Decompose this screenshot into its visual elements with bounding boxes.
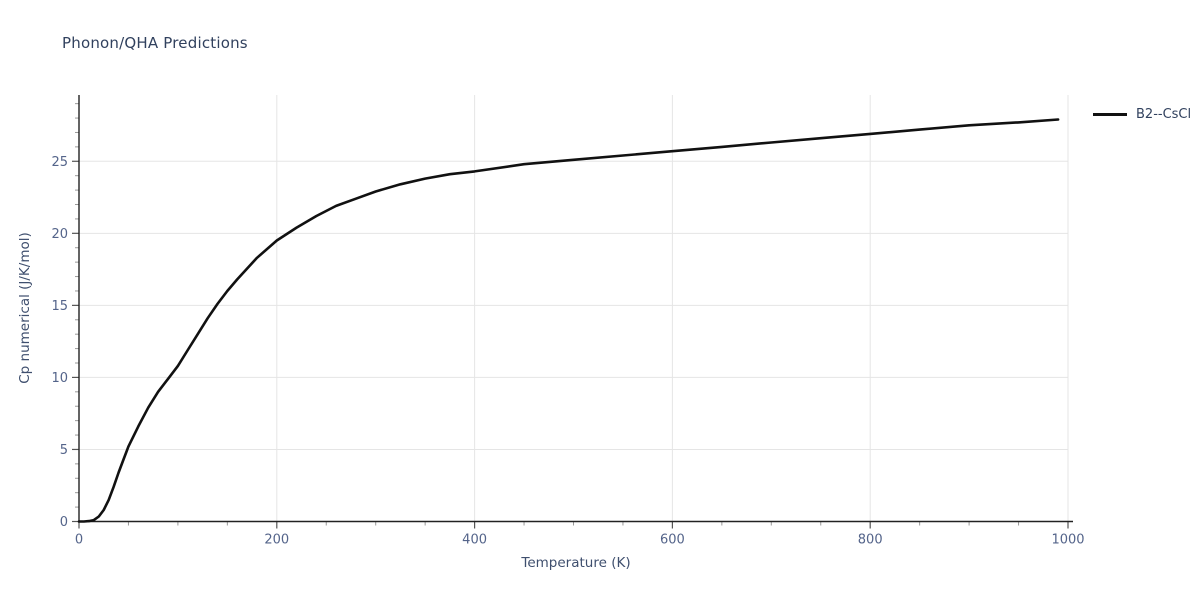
legend: B2--CsCl [1093, 104, 1191, 124]
y-tick-label: 20 [51, 227, 68, 242]
legend-entry-label: B2--CsCl [1136, 106, 1192, 122]
y-axis-label: Cp numerical (J/K/mol) [17, 232, 33, 384]
y-tick-label: 10 [51, 371, 68, 386]
x-tick-label: 0 [75, 533, 83, 548]
y-tick-label: 15 [51, 299, 68, 314]
x-axis-label: Temperature (K) [521, 555, 631, 571]
x-tick-label: 1000 [1051, 533, 1084, 548]
y-tick-label: 0 [60, 515, 68, 530]
x-tick-label: 800 [858, 533, 883, 548]
x-tick-label: 400 [462, 533, 487, 548]
x-tick-label: 200 [264, 533, 289, 548]
chart-title: Phonon/QHA Predictions [62, 34, 248, 52]
legend-line-swatch [1093, 112, 1127, 116]
series-line-B2--CsCl [77, 118, 1060, 523]
y-tick-label: 5 [60, 443, 68, 458]
x-tick-label: 600 [660, 533, 685, 548]
y-tick-label: 25 [51, 155, 68, 170]
